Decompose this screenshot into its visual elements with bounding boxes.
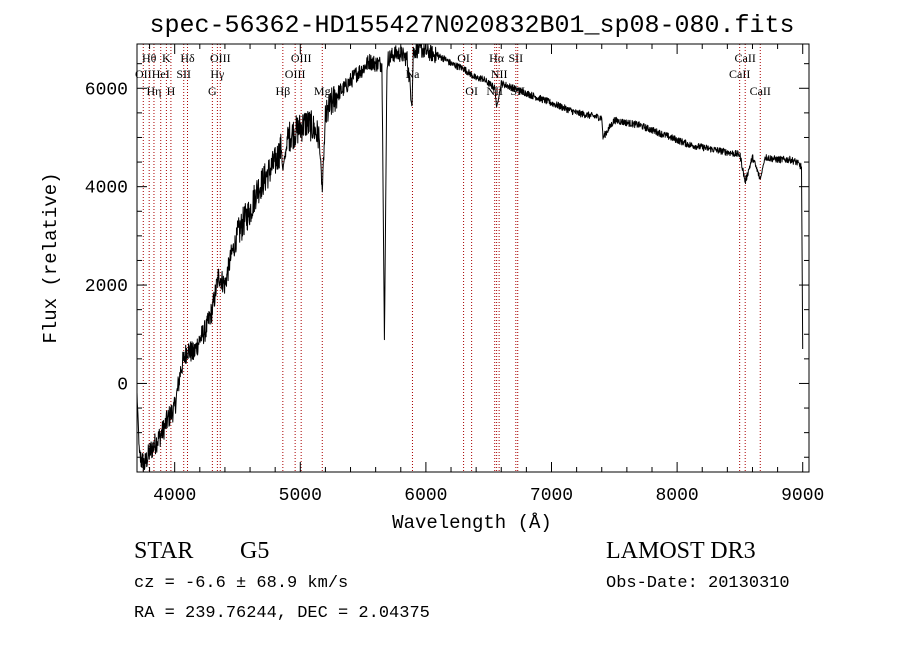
x-tick-label-5: 9000	[781, 486, 824, 506]
chart-title: spec-56362-HD155427N020832B01_sp08-080.f…	[149, 11, 794, 40]
line-marker-label-20: NII	[491, 67, 508, 81]
line-marker-label-4: K	[162, 51, 171, 65]
line-marker-label-8: G	[208, 84, 217, 98]
y-tick-label-2: 4000	[85, 179, 128, 199]
line-marker-label-1: Hθ	[142, 51, 157, 65]
x-tick-label-4: 8000	[656, 486, 699, 506]
spectrum-plot	[136, 43, 804, 473]
line-marker-label-21: SII	[508, 51, 523, 65]
object-type: STAR	[134, 538, 194, 564]
line-marker-label-24: CaII	[735, 51, 756, 65]
line-marker-label-14: Mg	[314, 84, 331, 98]
line-marker-label-0: OII	[135, 67, 152, 81]
x-tick-label-0: 4000	[153, 486, 196, 506]
y-tick-label-1: 2000	[85, 277, 128, 297]
line-marker-label-3: HeI	[152, 67, 170, 81]
line-marker-label-13: OIII	[291, 51, 312, 65]
x-tick-label-1: 5000	[279, 486, 322, 506]
object-subclass: G5	[240, 538, 270, 564]
plot-frame	[136, 43, 810, 473]
line-marker-label-16: OI	[457, 51, 470, 65]
line-marker-label-17: OI	[465, 84, 478, 98]
axes: 4000 5000 6000 7000 8000 9000 0 2000 4000 6000	[85, 44, 824, 506]
observation-date: Obs-Date: 20130310	[606, 574, 790, 593]
line-marker-label-12: OIII	[285, 67, 306, 81]
x-axis-label: Wavelength (Å)	[392, 512, 552, 534]
line-marker-label-9: Hγ	[210, 67, 225, 81]
coordinates-readout: RA = 239.76244, DEC = 2.04375	[134, 604, 430, 623]
line-marker-label-7: Hδ	[180, 51, 195, 65]
y-tick-label-0: 0	[117, 375, 128, 395]
line-marker-label-25: CaII	[750, 84, 771, 98]
line-marker-label-10: OIII	[210, 51, 231, 65]
line-marker-label-19: Hα	[489, 51, 505, 65]
x-tick-label-2: 6000	[404, 486, 447, 506]
x-tick-label-3: 7000	[530, 486, 573, 506]
y-tick-label-3: 6000	[85, 80, 128, 100]
spectrum-line	[136, 43, 804, 473]
spectral-line-markers: OIIHθHηHeIKHSIIHδGHγOIIIHβOIIIOIIIMgNaOI…	[135, 44, 771, 472]
line-marker-label-11: Hβ	[275, 84, 290, 98]
line-marker-label-2: Hη	[146, 84, 161, 98]
line-marker-label-5: H	[167, 84, 176, 98]
line-marker-label-23: CaII	[729, 67, 750, 81]
line-marker-label-6: SII	[176, 67, 191, 81]
y-axis-label: Flux (relative)	[40, 172, 62, 343]
survey-name: LAMOST DR3	[606, 538, 756, 564]
redshift-readout: cz = -6.6 ± 68.9 km/s	[134, 574, 349, 593]
